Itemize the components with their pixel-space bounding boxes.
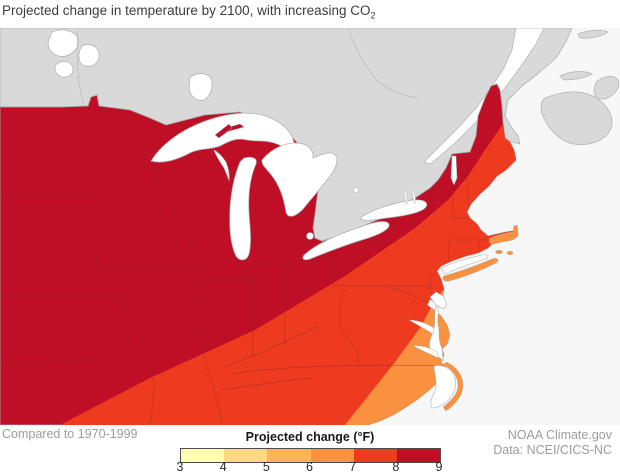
delaware-bay bbox=[429, 291, 448, 310]
legend-title: Projected change (°F) bbox=[245, 430, 375, 444]
colorbar-tick-4: 7 bbox=[349, 460, 357, 474]
colorbar-segment-7-8 bbox=[353, 449, 397, 462]
nova-scotia bbox=[540, 91, 613, 146]
outer-banks bbox=[442, 361, 464, 412]
small-border-lake bbox=[54, 61, 74, 78]
pamlico-albemarle-sounds bbox=[430, 365, 456, 409]
long-island-sound bbox=[440, 254, 489, 275]
keweenaw-peninsula bbox=[214, 123, 233, 139]
colorbar-segment-5-6 bbox=[267, 449, 311, 462]
potomac-river bbox=[408, 319, 435, 335]
lake-michigan bbox=[229, 156, 257, 261]
green-bay bbox=[213, 149, 230, 182]
nantucket bbox=[506, 250, 514, 256]
page-title-text: Projected change in temperature by 2100,… bbox=[2, 3, 371, 18]
marthas-vineyard bbox=[495, 249, 503, 255]
prince-edward-island bbox=[559, 71, 593, 81]
cape-cod bbox=[488, 224, 519, 245]
us-state-borders bbox=[0, 107, 487, 425]
colorbar-tick-6: 9 bbox=[435, 460, 443, 474]
lake-simcoe bbox=[353, 187, 359, 193]
baseline-note: Compared to 1970-1999 bbox=[2, 427, 138, 441]
long-island bbox=[442, 258, 499, 282]
page-title-subscript: 2 bbox=[370, 10, 376, 21]
colorbar-tick-5: 8 bbox=[392, 460, 400, 474]
credits: NOAA Climate.gov Data: NCEI/CICS-NC bbox=[493, 428, 612, 457]
lake-st-clair bbox=[306, 232, 314, 240]
lake-nipigon bbox=[188, 73, 213, 101]
colorbar-tick-0: 3 bbox=[176, 460, 184, 474]
credit-source: NOAA Climate.gov bbox=[507, 428, 612, 442]
page-title: Projected change in temperature by 2100,… bbox=[2, 3, 375, 21]
cape-breton-island bbox=[593, 76, 620, 100]
lake-ontario bbox=[359, 199, 428, 221]
colorbar-tick-3: 6 bbox=[306, 460, 313, 474]
colorbar-segment-4-5 bbox=[224, 449, 268, 462]
colorbar-tick-2: 5 bbox=[262, 460, 270, 474]
credit-data: Data: NCEI/CICS-NC bbox=[493, 442, 612, 457]
colorbar-segment-6-7 bbox=[310, 449, 354, 462]
lake-erie bbox=[302, 221, 390, 261]
lake-of-the-woods bbox=[47, 29, 79, 57]
colorbar-tick-1: 4 bbox=[219, 460, 227, 474]
lake-champlain bbox=[450, 155, 458, 186]
st-lawrence-river bbox=[423, 28, 545, 165]
rainy-lake bbox=[78, 44, 100, 67]
colorbar-ticks: 3 4 5 6 7 8 9 bbox=[176, 460, 443, 475]
finger-lakes bbox=[403, 189, 417, 205]
colorbar-segment-3-4 bbox=[181, 449, 225, 462]
lake-huron bbox=[261, 142, 338, 217]
temperature-map bbox=[0, 28, 620, 425]
anticosti-island bbox=[577, 29, 609, 39]
colorbar-segment-8-9 bbox=[396, 449, 441, 462]
colorbar bbox=[180, 448, 441, 463]
james-river bbox=[412, 345, 439, 359]
